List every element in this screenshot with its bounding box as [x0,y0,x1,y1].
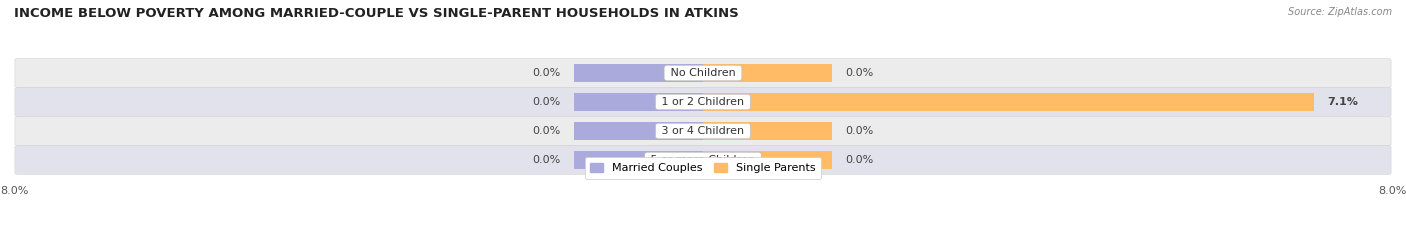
Legend: Married Couples, Single Parents: Married Couples, Single Parents [585,157,821,179]
Bar [703,122,832,140]
Bar [574,93,703,111]
Bar [703,151,832,169]
Text: 1 or 2 Children: 1 or 2 Children [658,97,748,107]
Text: No Children: No Children [666,68,740,78]
Bar [703,93,1315,111]
FancyBboxPatch shape [15,88,1391,116]
FancyBboxPatch shape [15,116,1391,145]
Text: 0.0%: 0.0% [845,68,873,78]
Text: 7.1%: 7.1% [1327,97,1358,107]
Text: 5 or more Children: 5 or more Children [647,155,759,165]
FancyBboxPatch shape [15,145,1391,175]
Bar [574,122,703,140]
Text: Source: ZipAtlas.com: Source: ZipAtlas.com [1288,7,1392,17]
Text: 0.0%: 0.0% [533,97,561,107]
FancyBboxPatch shape [15,58,1391,88]
Text: 0.0%: 0.0% [533,126,561,136]
Bar [574,151,703,169]
Text: 0.0%: 0.0% [533,68,561,78]
Text: 0.0%: 0.0% [845,155,873,165]
Text: INCOME BELOW POVERTY AMONG MARRIED-COUPLE VS SINGLE-PARENT HOUSEHOLDS IN ATKINS: INCOME BELOW POVERTY AMONG MARRIED-COUPL… [14,7,738,20]
Text: 0.0%: 0.0% [533,155,561,165]
Text: 0.0%: 0.0% [845,126,873,136]
Bar [703,64,832,82]
Text: 3 or 4 Children: 3 or 4 Children [658,126,748,136]
Bar [574,64,703,82]
